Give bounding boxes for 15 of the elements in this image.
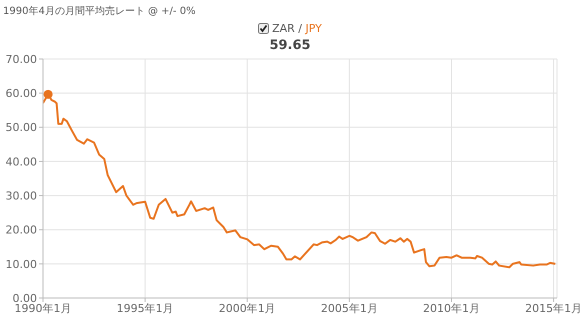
x-tick-label: 2000年1月: [218, 302, 276, 315]
text: ZAR / JPY: [272, 22, 322, 35]
x-tick-label: 2015年1月: [525, 302, 580, 315]
y-tick-label: 40.00: [6, 155, 37, 168]
y-tick-label: 70.00: [6, 52, 37, 66]
x-tick-label: 2010年1月: [422, 302, 480, 315]
text: 59.65: [268, 38, 312, 53]
y-tick-label: 60.00: [6, 87, 37, 100]
y-tick-label: 30.00: [6, 189, 37, 202]
y-tick-label: 50.00: [6, 121, 37, 134]
chart-title: 1990年4月の月間平均売レート @ +/- 0%: [3, 4, 196, 18]
x-tick-label: 1995年1月: [116, 302, 174, 315]
y-tick-label: 20.00: [6, 224, 37, 237]
y-tick-label: 10.00: [6, 258, 37, 271]
x-tick-label: 2005年1月: [320, 302, 378, 315]
